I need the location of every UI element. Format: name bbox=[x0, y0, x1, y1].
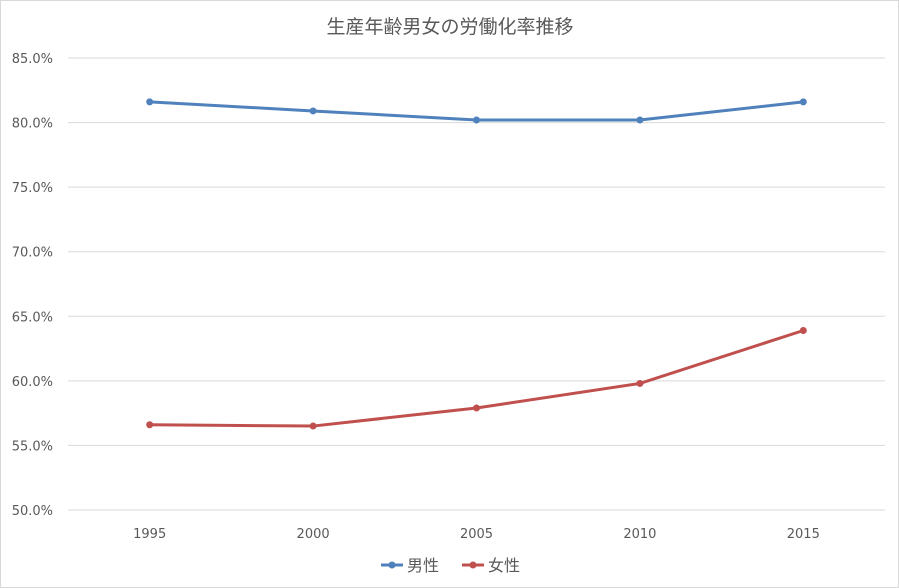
series-group bbox=[146, 98, 807, 430]
data-point bbox=[636, 116, 644, 124]
x-axis: 1995 2000 2005 2010 2015 bbox=[133, 527, 820, 542]
data-point bbox=[146, 98, 154, 106]
data-point bbox=[473, 116, 480, 124]
y-tick-label: 50.0% bbox=[12, 504, 53, 519]
y-tick-label: 75.0% bbox=[12, 181, 53, 196]
x-tick-label: 1995 bbox=[133, 527, 166, 542]
y-tick-label: 60.0% bbox=[12, 375, 53, 390]
x-tick-label: 2015 bbox=[787, 527, 820, 542]
legend-label: 男性 bbox=[407, 556, 439, 575]
chart-title: 生産年齢男女の労働化率推移 bbox=[326, 16, 573, 38]
data-point bbox=[799, 98, 807, 106]
data-point bbox=[309, 107, 317, 115]
x-tick-label: 2010 bbox=[623, 527, 656, 542]
y-tick-label: 65.0% bbox=[12, 310, 53, 325]
data-point bbox=[309, 422, 317, 430]
series-line bbox=[148, 328, 805, 428]
data-point bbox=[473, 404, 480, 412]
y-tick-label: 55.0% bbox=[12, 439, 53, 454]
x-tick-label: 2005 bbox=[460, 527, 493, 542]
legend-label: 女性 bbox=[488, 556, 520, 575]
data-point bbox=[636, 379, 644, 387]
x-tick-label: 2000 bbox=[297, 527, 330, 542]
y-axis: 85.0% 80.0% 75.0% 70.0% 65.0% 60.0% 55.0% 50.0% bbox=[12, 52, 53, 519]
legend-marker bbox=[469, 561, 477, 569]
y-tick-label: 70.0% bbox=[12, 246, 53, 261]
y-tick-label: 85.0% bbox=[12, 52, 53, 67]
legend-marker bbox=[388, 561, 396, 569]
gridlines bbox=[68, 57, 885, 511]
legend: 男性 女性 bbox=[381, 556, 520, 575]
data-point bbox=[799, 326, 807, 334]
y-tick-label: 80.0% bbox=[12, 117, 53, 132]
data-point bbox=[146, 421, 154, 429]
